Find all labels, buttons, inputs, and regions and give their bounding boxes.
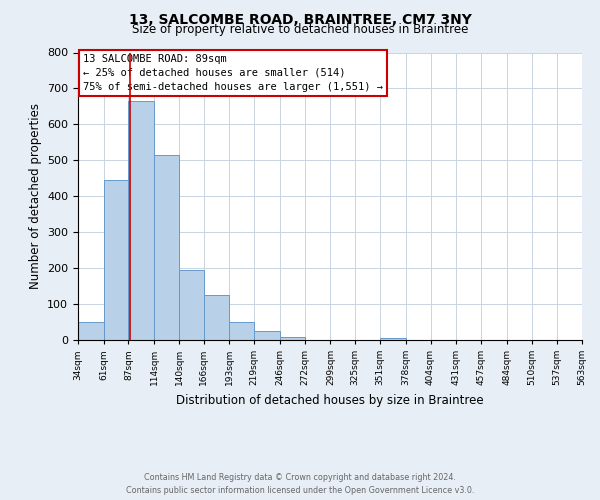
Text: Contains HM Land Registry data © Crown copyright and database right 2024.
Contai: Contains HM Land Registry data © Crown c…: [126, 474, 474, 495]
Y-axis label: Number of detached properties: Number of detached properties: [29, 104, 41, 289]
Bar: [104, 180, 128, 340]
X-axis label: Distribution of detached houses by size in Braintree: Distribution of detached houses by size …: [176, 394, 484, 406]
Bar: [204, 295, 229, 340]
Text: 13, SALCOMBE ROAD, BRAINTREE, CM7 3NY: 13, SALCOMBE ROAD, BRAINTREE, CM7 3NY: [128, 12, 472, 26]
Bar: [78, 322, 104, 340]
Bar: [154, 155, 179, 340]
Text: 13 SALCOMBE ROAD: 89sqm
← 25% of detached houses are smaller (514)
75% of semi-d: 13 SALCOMBE ROAD: 89sqm ← 25% of detache…: [83, 54, 383, 92]
Bar: [229, 322, 254, 340]
Bar: [280, 337, 305, 340]
Bar: [380, 338, 406, 340]
Bar: [128, 101, 154, 340]
Text: Size of property relative to detached houses in Braintree: Size of property relative to detached ho…: [132, 22, 468, 36]
Bar: [254, 331, 280, 340]
Bar: [179, 270, 204, 340]
